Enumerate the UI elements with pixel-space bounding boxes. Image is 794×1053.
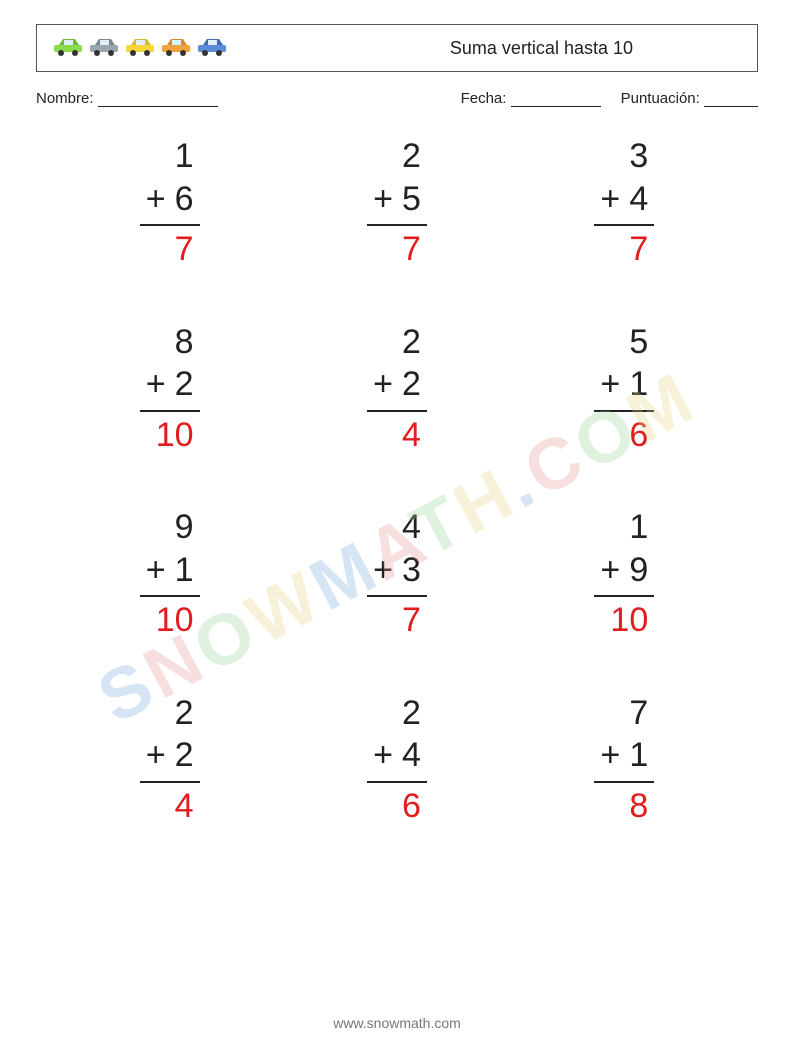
name-field: Nombre:: [36, 90, 218, 107]
addition-problem: 7+1 8: [531, 692, 718, 828]
date-label: Fecha:: [461, 90, 507, 107]
addend-bottom: 6: [170, 178, 194, 221]
addition-problem: 1+6 7: [76, 135, 263, 271]
sum-answer: 6: [367, 783, 427, 828]
plus-operator: +: [600, 178, 620, 221]
car-yellow-icon: [123, 35, 157, 62]
plus-operator: +: [373, 549, 393, 592]
score-field: Puntuación:: [621, 90, 758, 107]
sum-answer: 7: [367, 597, 427, 642]
addition-problem: 1+9 10: [531, 506, 718, 642]
sum-answer: 10: [594, 597, 654, 642]
plus-operator: +: [600, 734, 620, 777]
plus-operator: +: [373, 363, 393, 406]
addend-top: 2: [140, 692, 200, 735]
addend-top: 4: [367, 506, 427, 549]
addend-top: 8: [140, 321, 200, 364]
addend-top: 1: [140, 135, 200, 178]
addend-bottom: 2: [170, 734, 194, 777]
plus-operator: +: [600, 363, 620, 406]
addition-problem: 9+1 10: [76, 506, 263, 642]
plus-operator: +: [146, 363, 166, 406]
score-blank[interactable]: [704, 93, 758, 107]
plus-operator: +: [600, 549, 620, 592]
sum-answer: 10: [140, 597, 200, 642]
addend-bottom: 1: [170, 549, 194, 592]
car-green-icon: [51, 35, 85, 62]
header-car-icons: [51, 35, 229, 62]
addend-bottom: 2: [170, 363, 194, 406]
car-gray-icon: [87, 35, 121, 62]
addend-top: 5: [594, 321, 654, 364]
name-blank[interactable]: [98, 93, 218, 107]
addend-bottom: 3: [397, 549, 421, 592]
addition-problem: 2+5 7: [303, 135, 490, 271]
sum-answer: 7: [367, 226, 427, 271]
addend-top: 1: [594, 506, 654, 549]
addition-problem: 3+4 7: [531, 135, 718, 271]
addition-problem: 5+1 6: [531, 321, 718, 457]
car-blue-icon: [195, 35, 229, 62]
addend-bottom: 2: [397, 363, 421, 406]
car-orange-icon: [159, 35, 193, 62]
addend-top: 3: [594, 135, 654, 178]
plus-operator: +: [373, 178, 393, 221]
addend-bottom: 1: [624, 363, 648, 406]
sum-answer: 4: [140, 783, 200, 828]
score-label: Puntuación:: [621, 90, 700, 107]
plus-operator: +: [146, 549, 166, 592]
addend-top: 2: [367, 692, 427, 735]
date-blank[interactable]: [511, 93, 601, 107]
problems-grid: 1+672+573+478+2102+245+169+1104+371+9102…: [36, 135, 758, 827]
addend-bottom: 1: [624, 734, 648, 777]
plus-operator: +: [146, 178, 166, 221]
addition-problem: 2+4 6: [303, 692, 490, 828]
plus-operator: +: [373, 734, 393, 777]
sum-answer: 6: [594, 412, 654, 457]
addend-bottom: 4: [397, 734, 421, 777]
footer-url: www.snowmath.com: [0, 1015, 794, 1031]
info-row: Nombre: Fecha: Puntuación:: [36, 90, 758, 107]
sum-answer: 7: [140, 226, 200, 271]
name-label: Nombre:: [36, 90, 94, 107]
sum-answer: 7: [594, 226, 654, 271]
addend-bottom: 9: [624, 549, 648, 592]
date-field: Fecha:: [461, 90, 601, 107]
addition-problem: 8+2 10: [76, 321, 263, 457]
addend-top: 7: [594, 692, 654, 735]
worksheet-page: SNOWMATH.COM Suma vertical hasta 10 Nomb…: [0, 0, 794, 1053]
header-box: Suma vertical hasta 10: [36, 24, 758, 72]
sum-answer: 8: [594, 783, 654, 828]
addend-top: 9: [140, 506, 200, 549]
addend-bottom: 4: [624, 178, 648, 221]
plus-operator: +: [146, 734, 166, 777]
addition-problem: 4+3 7: [303, 506, 490, 642]
addend-top: 2: [367, 321, 427, 364]
addend-top: 2: [367, 135, 427, 178]
worksheet-title: Suma vertical hasta 10: [450, 38, 633, 59]
addition-problem: 2+2 4: [303, 321, 490, 457]
addend-bottom: 5: [397, 178, 421, 221]
sum-answer: 4: [367, 412, 427, 457]
sum-answer: 10: [140, 412, 200, 457]
addition-problem: 2+2 4: [76, 692, 263, 828]
